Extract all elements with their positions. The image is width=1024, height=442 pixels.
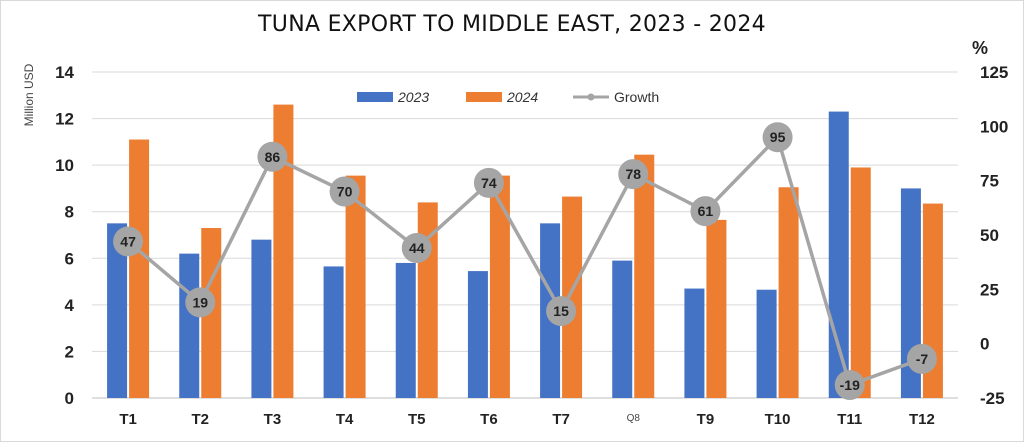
x-tick-label: Q8	[627, 413, 641, 424]
growth-data-label: 19	[192, 294, 208, 310]
growth-data-label: 95	[770, 129, 786, 145]
legend-marker-growth	[587, 93, 595, 101]
legend-swatch-2024	[466, 92, 502, 102]
growth-point-T6	[473, 167, 504, 198]
growth-point-T3	[257, 141, 288, 172]
x-tick-label: T7	[552, 411, 570, 428]
growth-point-T10	[762, 122, 793, 153]
y2-tick-label: 100	[980, 117, 1008, 136]
y2-tick-label: 75	[980, 172, 999, 191]
growth-point-Q8	[618, 159, 649, 190]
y2-tick-label: 0	[980, 335, 989, 354]
growth-point-T12	[906, 343, 937, 374]
bar-2024-T3	[273, 104, 294, 398]
bar-2023-T5	[395, 262, 416, 398]
bar-2023-T11	[828, 111, 849, 398]
growth-data-label: 15	[553, 303, 569, 319]
growth-data-label: 78	[625, 166, 641, 182]
legend-label-2024: 2024	[506, 89, 538, 105]
y2-tick-label: 25	[980, 280, 999, 299]
bar-2023-Q8	[612, 260, 633, 398]
x-tick-label: T4	[336, 411, 354, 428]
bar-2023-T10	[756, 289, 777, 398]
y2-tick-label: 125	[980, 63, 1008, 82]
growth-data-label: 44	[409, 240, 425, 256]
y-tick-label: 8	[65, 203, 74, 222]
bar-2024-T4	[345, 175, 366, 398]
growth-point-T9	[690, 196, 721, 227]
legend-label-2023: 2023	[397, 89, 429, 105]
bar-2024-T9	[706, 219, 727, 398]
y-tick-label: 12	[55, 110, 74, 129]
growth-point-T2	[185, 287, 216, 318]
bar-2023-T4	[323, 266, 344, 398]
bar-2024-T11	[850, 167, 871, 398]
growth-data-label: 61	[698, 203, 714, 219]
y-tick-label: 14	[55, 63, 74, 82]
y-tick-label: 0	[65, 389, 74, 408]
bar-2023-T6	[467, 271, 488, 398]
growth-line	[126, 135, 923, 387]
growth-data-label: 70	[337, 184, 353, 200]
x-tick-label: T9	[697, 411, 715, 428]
y-tick-label: 6	[65, 249, 74, 268]
x-tick-label: T1	[119, 411, 137, 428]
x-tick-label: T5	[408, 411, 426, 428]
legend-label-growth: Growth	[614, 89, 659, 105]
bar-2024-T6	[489, 175, 510, 398]
bar-2024-T1	[129, 139, 150, 398]
bar-2024-T10	[778, 187, 799, 398]
growth-point-T11	[834, 369, 865, 400]
growth-point-T1	[113, 226, 144, 257]
x-tick-label: T11	[837, 411, 862, 428]
growth-data-label: 74	[481, 175, 497, 191]
growth-point-T7	[546, 296, 577, 327]
y-tick-label: 10	[55, 156, 74, 175]
y2-tick-label: -25	[980, 389, 1005, 408]
x-tick-label: T2	[191, 411, 209, 428]
growth-data-label: -19	[840, 377, 860, 393]
bar-2023-T9	[684, 288, 705, 398]
growth-data-label: 47	[120, 234, 136, 250]
growth-data-label: 86	[265, 149, 281, 165]
y2-axis-label: %	[972, 38, 989, 58]
growth-data-label: -7	[916, 351, 929, 367]
y2-tick-label: 50	[980, 226, 999, 245]
x-tick-label: T12	[909, 411, 935, 428]
x-tick-label: T6	[480, 411, 498, 428]
bar-2024-Q8	[634, 154, 655, 398]
chart-title: TUNA EXPORT TO MIDDLE EAST, 2023 - 2024	[258, 12, 766, 37]
growth-point-T4	[329, 176, 360, 207]
legend-swatch-2023	[357, 92, 393, 102]
y-tick-label: 4	[65, 296, 75, 315]
x-tick-label: T10	[765, 411, 791, 428]
growth-point-T5	[401, 233, 432, 264]
bar-2023-T2	[179, 253, 200, 398]
y-tick-label: 2	[65, 342, 74, 361]
bar-2023-T3	[251, 239, 272, 398]
x-tick-label: T3	[264, 411, 282, 428]
bar-2023-T1	[107, 223, 128, 398]
bar-2024-T7	[562, 196, 583, 398]
